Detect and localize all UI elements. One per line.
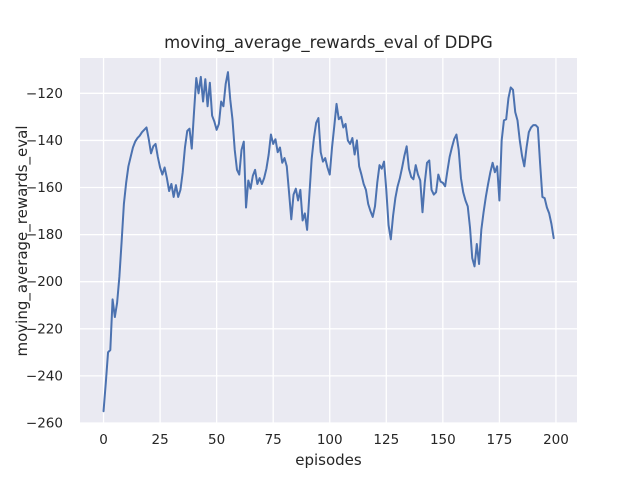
plot-area [80, 58, 577, 423]
x-tick-label: 125 [373, 432, 399, 448]
y-tick-label: −160 [26, 180, 63, 196]
x-axis-label: episodes [295, 451, 362, 469]
x-tick-label: 0 [99, 432, 108, 448]
chart-title: moving_average_rewards_eval of DDPG [164, 33, 493, 52]
y-tick-label: −260 [26, 416, 63, 432]
x-tick-label: 75 [265, 432, 282, 448]
x-tick-label: 50 [208, 432, 225, 448]
y-tick-label: −140 [26, 133, 63, 149]
x-tick-label: 25 [151, 432, 168, 448]
x-tick-label: 175 [487, 432, 513, 448]
x-tick-label: 100 [317, 432, 343, 448]
y-tick-label: −120 [26, 86, 63, 102]
y-tick-label: −180 [26, 227, 63, 243]
reward-line [102, 71, 555, 413]
y-tick-label: −220 [26, 321, 63, 337]
y-tick-label: −200 [26, 274, 63, 290]
y-tick-label: −240 [26, 368, 63, 384]
x-tick-label: 150 [430, 432, 456, 448]
x-tick-label: 200 [543, 432, 569, 448]
